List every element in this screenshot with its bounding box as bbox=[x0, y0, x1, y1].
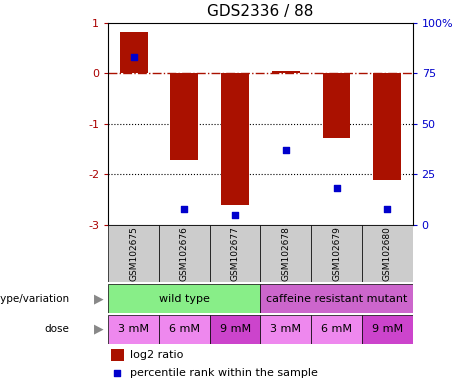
Title: GDS2336 / 88: GDS2336 / 88 bbox=[207, 4, 313, 19]
Text: GSM102679: GSM102679 bbox=[332, 226, 341, 281]
FancyBboxPatch shape bbox=[159, 315, 210, 344]
FancyBboxPatch shape bbox=[210, 225, 260, 282]
Point bbox=[130, 54, 137, 60]
Text: log2 ratio: log2 ratio bbox=[130, 350, 183, 360]
FancyBboxPatch shape bbox=[260, 284, 413, 313]
FancyBboxPatch shape bbox=[108, 284, 260, 313]
Bar bbox=[373, 73, 401, 180]
FancyBboxPatch shape bbox=[362, 315, 413, 344]
Text: percentile rank within the sample: percentile rank within the sample bbox=[130, 368, 318, 378]
FancyBboxPatch shape bbox=[311, 225, 362, 282]
FancyBboxPatch shape bbox=[108, 225, 159, 282]
Text: caffeine resistant mutant: caffeine resistant mutant bbox=[266, 293, 407, 304]
FancyBboxPatch shape bbox=[108, 315, 159, 344]
Text: ▶: ▶ bbox=[94, 323, 104, 336]
Text: dose: dose bbox=[44, 324, 69, 334]
Point bbox=[181, 205, 188, 212]
Point bbox=[282, 147, 290, 153]
Point bbox=[231, 212, 239, 218]
Bar bbox=[120, 32, 148, 73]
Text: 6 mM: 6 mM bbox=[321, 324, 352, 334]
Point bbox=[114, 370, 121, 376]
Text: GSM102680: GSM102680 bbox=[383, 226, 392, 281]
Text: 9 mM: 9 mM bbox=[219, 324, 251, 334]
FancyBboxPatch shape bbox=[159, 225, 210, 282]
Text: 3 mM: 3 mM bbox=[270, 324, 301, 334]
Text: 9 mM: 9 mM bbox=[372, 324, 403, 334]
Text: wild type: wild type bbox=[159, 293, 210, 304]
Text: 3 mM: 3 mM bbox=[118, 324, 149, 334]
Text: GSM102678: GSM102678 bbox=[281, 226, 290, 281]
Bar bbox=[112, 349, 124, 361]
FancyBboxPatch shape bbox=[362, 225, 413, 282]
FancyBboxPatch shape bbox=[260, 315, 311, 344]
Text: GSM102675: GSM102675 bbox=[129, 226, 138, 281]
Text: genotype/variation: genotype/variation bbox=[0, 293, 69, 304]
Bar bbox=[171, 73, 198, 160]
Text: GSM102676: GSM102676 bbox=[180, 226, 189, 281]
Text: ▶: ▶ bbox=[94, 292, 104, 305]
FancyBboxPatch shape bbox=[210, 315, 260, 344]
Point bbox=[384, 205, 391, 212]
Text: 6 mM: 6 mM bbox=[169, 324, 200, 334]
FancyBboxPatch shape bbox=[260, 225, 311, 282]
Bar bbox=[272, 71, 300, 73]
Point bbox=[333, 185, 340, 192]
Bar bbox=[323, 73, 350, 138]
Text: GSM102677: GSM102677 bbox=[230, 226, 240, 281]
FancyBboxPatch shape bbox=[311, 315, 362, 344]
Bar bbox=[221, 73, 249, 205]
